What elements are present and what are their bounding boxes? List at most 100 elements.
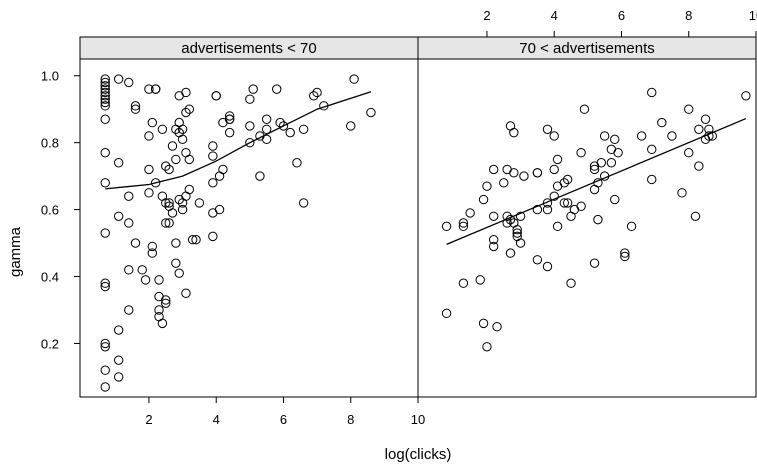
data-point [620, 248, 630, 258]
x-tick-label: 4 [551, 8, 558, 23]
data-point [261, 134, 272, 145]
data-point [519, 171, 529, 181]
trend-line [446, 117, 747, 245]
y-tick-label: 0.8 [41, 136, 59, 151]
data-point [208, 141, 218, 151]
data-point [478, 194, 489, 205]
data-point [208, 178, 218, 188]
data-point [130, 104, 141, 114]
data-point [113, 355, 124, 365]
data-point [214, 204, 225, 215]
data-point [187, 235, 198, 245]
data-point [647, 87, 657, 98]
data-point [488, 164, 499, 175]
data-point [647, 174, 657, 185]
data-point [177, 134, 188, 145]
x-tick-label: 8 [685, 8, 692, 23]
data-point [549, 131, 559, 141]
data-point [512, 228, 522, 238]
data-point [171, 154, 181, 165]
y-tick-label: 0.2 [41, 336, 59, 351]
data-point [613, 148, 623, 158]
data-point [100, 342, 110, 352]
data-point [100, 81, 110, 91]
axes: 2 4 6 8 10 2 4 6 8 10 0.2 0.4 0.6 0.8 1.0 [41, 8, 757, 427]
data-point [482, 342, 492, 352]
data-point [224, 114, 235, 124]
data-point [599, 131, 610, 141]
data-point [157, 318, 168, 329]
data-point [124, 265, 134, 275]
data-point [154, 275, 164, 285]
data-point [549, 191, 559, 201]
data-point [100, 97, 110, 108]
data-point [488, 241, 499, 252]
panels: advertisements < 70 70 < advertisements [79, 36, 757, 398]
x-axis-title: log(clicks) [385, 446, 452, 463]
data-point [164, 164, 174, 175]
data-point [113, 325, 124, 335]
panel-1: advertisements < 70 [79, 36, 419, 398]
data-point [278, 121, 289, 131]
data-point [542, 261, 553, 272]
data-point [184, 184, 195, 195]
data-point [208, 231, 218, 242]
data-point [174, 268, 184, 278]
data-point [499, 178, 509, 188]
data-point [626, 221, 637, 232]
data-point [488, 235, 499, 245]
data-point [636, 131, 647, 141]
data-point [478, 318, 489, 329]
data-point [542, 124, 553, 134]
data-point [100, 74, 110, 84]
data-point [255, 171, 265, 181]
data-point [272, 84, 282, 94]
y-tick-label: 0.6 [41, 203, 59, 218]
data-point [171, 258, 181, 268]
data-point [610, 194, 620, 205]
data-point [458, 221, 469, 232]
data-point [549, 164, 559, 175]
data-point [532, 168, 543, 178]
data-point [194, 198, 205, 208]
data-point [224, 111, 235, 121]
data-point [285, 127, 295, 138]
data-point [576, 201, 586, 211]
data-point [261, 114, 272, 124]
data-point [677, 188, 687, 198]
data-point [657, 117, 667, 128]
data-point [576, 148, 586, 158]
data-point [161, 161, 171, 171]
data-point [261, 124, 272, 134]
data-point [100, 382, 110, 392]
data-point [552, 154, 563, 165]
data-point [171, 238, 181, 248]
data-point [298, 124, 309, 134]
data-point [620, 251, 630, 262]
data-point [515, 238, 526, 248]
x-tick-label: 10 [411, 412, 425, 427]
data-point [292, 158, 302, 168]
data-point [100, 114, 110, 124]
data-point [741, 91, 751, 101]
data-point [562, 174, 573, 185]
data-point [100, 77, 110, 88]
data-point [100, 91, 110, 101]
data-point [100, 338, 110, 349]
strip-label: 70 < advertisements [519, 40, 655, 57]
data-point [579, 104, 590, 114]
data-point [552, 221, 563, 232]
data-point [124, 191, 134, 201]
data-point [465, 208, 475, 218]
data-point [596, 158, 606, 168]
data-point [147, 241, 158, 252]
data-point [245, 121, 255, 131]
strip-label: advertisements < 70 [181, 40, 317, 57]
data-point [100, 365, 110, 375]
data-point [589, 258, 600, 268]
x-tick-label: 10 [749, 8, 757, 23]
data-point [589, 164, 600, 175]
data-point [532, 255, 543, 265]
data-point [167, 208, 178, 218]
